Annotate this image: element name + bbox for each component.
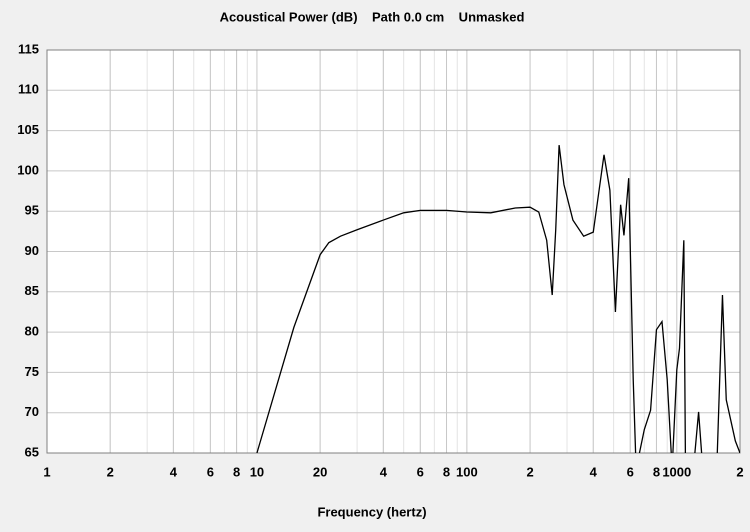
x-tick-label: 1000 <box>662 464 691 479</box>
y-tick-label: 70 <box>25 404 39 419</box>
x-tick-label: 4 <box>170 464 178 479</box>
x-axis-label: Frequency (hertz) <box>317 504 426 519</box>
y-tick-label: 90 <box>25 243 39 258</box>
x-tick-label: 2 <box>107 464 114 479</box>
y-tick-label: 85 <box>25 283 39 298</box>
x-tick-label: 8 <box>443 464 450 479</box>
y-tick-label: 110 <box>18 82 39 97</box>
y-tick-label: 115 <box>18 41 39 56</box>
x-tick-label: 4 <box>380 464 388 479</box>
y-tick-label: 105 <box>17 122 39 137</box>
x-tick-label: 6 <box>207 464 214 479</box>
x-tick-label: 20 <box>313 464 327 479</box>
x-tick-label: 4 <box>590 464 598 479</box>
y-tick-label: 100 <box>17 162 39 177</box>
y-tick-label: 75 <box>25 364 39 379</box>
x-tick-label: 2 <box>526 464 533 479</box>
x-tick-label: 8 <box>653 464 660 479</box>
y-tick-label: 80 <box>25 324 39 339</box>
x-tick-label: 6 <box>417 464 424 479</box>
x-tick-label: 8 <box>233 464 240 479</box>
x-tick-label: 6 <box>627 464 634 479</box>
plot-border <box>46 49 741 454</box>
x-tick-label: 100 <box>456 464 478 479</box>
y-tick-label: 95 <box>25 203 39 218</box>
x-tick-label: 2 <box>736 464 743 479</box>
x-tick-label: 1 <box>43 464 50 479</box>
x-tick-label: 10 <box>250 464 264 479</box>
chart-title: Acoustical Power (dB) Path 0.0 cm Unmask… <box>220 9 525 24</box>
y-tick-label: 65 <box>25 444 39 459</box>
data-line <box>256 145 740 453</box>
